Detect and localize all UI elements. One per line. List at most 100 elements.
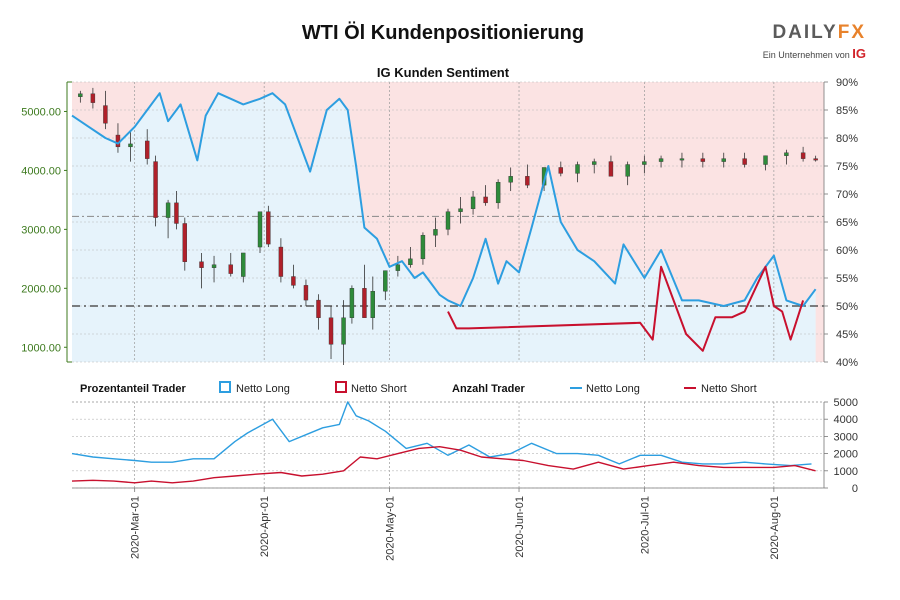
- gridlines: [72, 81, 824, 363]
- candle-body-13: [241, 252, 246, 277]
- candle-1: [90, 87, 96, 109]
- candle-46: [700, 152, 706, 168]
- candle-body-25: [383, 270, 388, 292]
- candle-body-48: [742, 158, 747, 165]
- legend-pct-long-swatch: [219, 381, 231, 393]
- candle-body-32: [470, 196, 476, 209]
- candle-body-9: [182, 223, 188, 262]
- candle-8: [174, 191, 179, 230]
- candle-21: [341, 300, 346, 365]
- candle-9: [182, 217, 188, 271]
- candle-body-43: [642, 161, 647, 165]
- candle-52: [813, 155, 818, 162]
- candle-body-23: [362, 288, 367, 318]
- candle-body-51: [800, 152, 806, 159]
- candle-43: [642, 155, 647, 174]
- count-tick-label-1: 1000: [834, 466, 858, 478]
- price-tick-label-3: 4000.00: [21, 165, 61, 177]
- candle-body-20: [328, 317, 334, 345]
- candle-40: [592, 158, 597, 174]
- candle-body-52: [813, 158, 818, 161]
- count-tick-label-5: 5000: [834, 397, 858, 409]
- candle-body-14: [257, 211, 263, 248]
- candle-49: [763, 155, 768, 171]
- count-gridlines: [72, 401, 824, 489]
- candle-body-33: [483, 196, 488, 204]
- candle-44: [658, 155, 664, 168]
- candle-body-1: [90, 93, 96, 103]
- candle-51: [800, 146, 806, 162]
- pct-tick-label-4: 60%: [836, 245, 858, 257]
- candle-body-11: [211, 264, 217, 268]
- x-tick-label-1: 2020-Apr-01: [259, 496, 271, 557]
- x-tick-label-0: 2020-Mar-01: [130, 496, 142, 559]
- candle-28: [420, 232, 426, 265]
- candle-body-44: [658, 158, 664, 162]
- count-tick-label-4: 4000: [834, 414, 858, 426]
- count-lines: [71, 401, 816, 484]
- candle-body-46: [700, 158, 706, 162]
- candle-body-19: [316, 299, 321, 318]
- legend-cnt-long-label: Netto Long: [586, 383, 640, 395]
- candle-body-38: [558, 167, 563, 174]
- pct-tick-label-9: 85%: [836, 105, 858, 117]
- candle-body-40: [592, 161, 597, 165]
- candle-15: [266, 205, 271, 248]
- legend: Prozentanteil Trader Netto Long Netto Sh…: [80, 381, 757, 395]
- candle-38: [558, 161, 563, 177]
- candle-25: [383, 270, 388, 301]
- candle-30: [445, 208, 451, 236]
- count-tick-label-2: 2000: [834, 449, 858, 461]
- candle-47: [721, 152, 726, 168]
- candle-36: [525, 164, 530, 189]
- candle-body-18: [303, 285, 309, 301]
- candle-body-45: [679, 158, 685, 161]
- candle-24: [370, 276, 375, 330]
- legend-cnt-short-label: Netto Short: [701, 383, 757, 395]
- candle-5: [144, 129, 150, 165]
- candle-23: [362, 264, 367, 318]
- candle-body-16: [278, 246, 284, 277]
- candle-body-7: [165, 202, 171, 218]
- candle-body-4: [128, 143, 133, 148]
- candle-16: [278, 238, 284, 283]
- candle-10: [199, 252, 204, 289]
- candle-42: [625, 161, 630, 186]
- candle-17: [291, 264, 296, 289]
- candle-19: [316, 294, 321, 330]
- candle-39: [575, 161, 580, 183]
- candle-body-30: [445, 211, 451, 230]
- candle-body-15: [266, 211, 271, 245]
- candle-50: [784, 149, 789, 165]
- legend-cnt-title: Anzahl Trader: [452, 383, 525, 395]
- candle-body-12: [228, 264, 233, 274]
- candle-body-50: [784, 152, 789, 156]
- candle-6: [153, 155, 158, 227]
- count-line-long: [71, 401, 812, 467]
- pct-tick-label-1: 45%: [836, 329, 858, 341]
- sentiment-line-short: [447, 265, 805, 352]
- candle-29: [433, 217, 438, 248]
- x-tick-label-2: 2020-May-01: [385, 496, 397, 561]
- logo-wordmark: DAILYFX: [756, 22, 866, 44]
- candle-14: [257, 211, 263, 253]
- candle-body-6: [153, 161, 158, 218]
- candle-body-29: [433, 229, 438, 236]
- logo-brand-b: FX: [837, 22, 866, 43]
- pct-tick-label-0: 40%: [836, 357, 858, 369]
- candle-13: [241, 252, 246, 283]
- candle-22: [349, 285, 355, 324]
- candle-body-24: [370, 291, 375, 318]
- candle-body-42: [625, 164, 630, 177]
- pct-tick-label-5: 65%: [836, 217, 858, 229]
- candle-7: [165, 199, 171, 239]
- sentiment-line-long: [71, 92, 817, 307]
- count-axes: 0 1000 2000 3000 4000 5000 2020-Mar-01 2020-Apr…: [72, 397, 858, 561]
- price-tick-label-1: 2000.00: [21, 283, 61, 295]
- candle-31: [458, 196, 463, 224]
- candle-body-28: [420, 235, 426, 260]
- legend-pct-short-label: Netto Short: [351, 383, 407, 395]
- candle-body-49: [763, 155, 768, 165]
- count-tick-label-3: 3000: [834, 431, 858, 443]
